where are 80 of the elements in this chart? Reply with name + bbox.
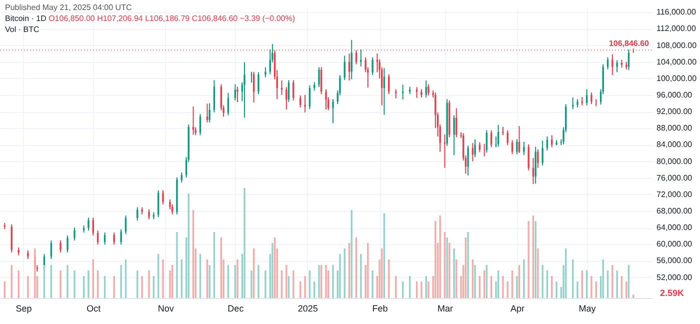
candlestick (542, 140, 544, 166)
candlestick (332, 98, 334, 124)
y-tick-label: 72,000.00 (656, 190, 693, 199)
candlestick (590, 92, 592, 105)
y-tick-label: 104,000.00 (656, 57, 698, 66)
y-tick-label: 112,000.00 (656, 24, 696, 34)
candlestick (511, 140, 514, 155)
y-tick-label: 84,000.00 (656, 140, 693, 150)
candlestick (304, 94, 306, 113)
x-tick-label: Sep (16, 304, 32, 314)
candlestick (234, 84, 236, 101)
candlestick (74, 227, 76, 241)
candlestick (355, 50, 358, 65)
candlestick (120, 228, 122, 246)
candlestick (206, 103, 208, 123)
candlestick (528, 144, 530, 171)
candlestick (628, 48, 630, 71)
x-tick-label: May (578, 304, 596, 314)
candlestick (474, 138, 476, 158)
text: 2.59K (660, 288, 685, 298)
y-tick-label: 56,000.00 (656, 256, 693, 266)
x-tick-label: Nov (158, 304, 174, 314)
text: Bitcoin · 1D (5, 14, 48, 23)
candlestick (372, 56, 374, 76)
ref-line-label: 106,846.60 (608, 39, 650, 48)
y-tick-label: 64,000.00 (656, 223, 693, 232)
candlestick (236, 86, 238, 103)
chart-title: Vol · BTC (5, 24, 40, 35)
candlestick (244, 62, 246, 118)
y-tick-label: 76,000.00 (656, 173, 693, 182)
y-tick-label: 96,000.00 (656, 90, 693, 100)
candlestick (444, 134, 446, 168)
x-tick-label: Dec (228, 304, 244, 314)
candlestick (286, 86, 288, 110)
y-tick-label: 88,000.00 (656, 124, 693, 133)
candlestick (546, 136, 548, 152)
candlestick (428, 84, 430, 96)
candlestick (264, 66, 266, 78)
candlestick (612, 54, 614, 76)
candlestick (350, 39, 352, 80)
x-tick-label: Oct (86, 304, 102, 314)
y-tick-label: 92,000.00 (656, 107, 693, 116)
candlestick (148, 208, 150, 220)
candlestick (483, 143, 486, 157)
candlestick (292, 80, 294, 101)
x-tick-label: Feb (372, 304, 388, 314)
annotation: Published May 21, 2025 04:00 UTC (5, 2, 133, 13)
candlestick (616, 60, 618, 73)
candlestick (523, 141, 525, 156)
y-tick-label: 116,000.00 (656, 8, 696, 17)
y-tick-label: 68,000.00 (656, 206, 693, 216)
candlestick (360, 48, 362, 67)
candlestick (595, 98, 597, 107)
candlestick (66, 234, 68, 253)
x-tick-label: 2025 (298, 304, 318, 314)
annotation: O106,850.00 H107,206.94 L106,186.79 C106,846.60 −3.39 (−0.00%) (48, 14, 295, 23)
candlestick (325, 88, 327, 110)
y-tick-label: 52,000.00 (656, 272, 693, 282)
x-tick-label: Apr (510, 304, 524, 314)
candlestick (162, 190, 164, 205)
candlestick (88, 217, 90, 231)
candlestick (537, 148, 539, 168)
y-tick-label: 108,000.00 (656, 40, 698, 50)
x-tick-label: Mar (438, 304, 454, 314)
candlestick (208, 102, 210, 123)
candlestick (192, 106, 194, 136)
candlestick (456, 108, 458, 138)
candlestick (60, 240, 62, 253)
candlestick (92, 217, 94, 236)
candlestick (425, 80, 427, 98)
candlestick (318, 66, 320, 88)
y-tick-label: 100,000.00 (656, 74, 698, 83)
candlestick (467, 145, 469, 176)
y-tick-label: 60,000.00 (656, 240, 693, 249)
candlestick (516, 138, 518, 155)
candlestick (402, 84, 404, 100)
candlestick (453, 114, 455, 156)
candlestick (395, 88, 397, 99)
y-tick-label: 80,000.00 (656, 156, 693, 166)
candlestick (258, 72, 260, 95)
